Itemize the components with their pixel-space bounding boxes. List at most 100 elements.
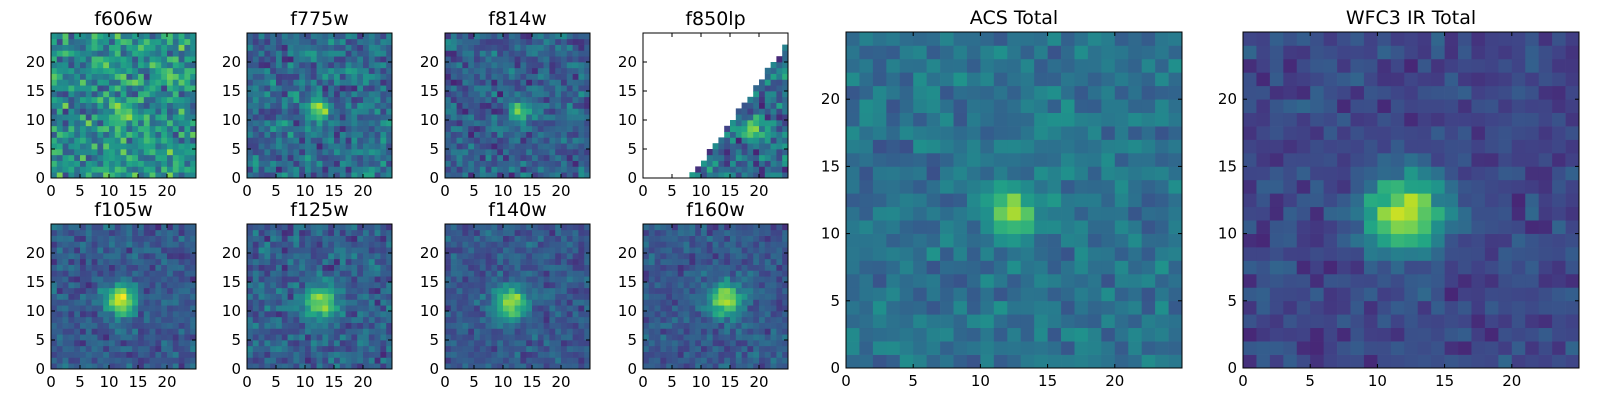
pixel (468, 33, 475, 40)
pixel (155, 235, 162, 242)
pixel (508, 108, 515, 115)
pixel (114, 137, 121, 144)
pixel (339, 108, 346, 115)
pixel (683, 258, 690, 265)
pixel (172, 363, 179, 370)
pixel (643, 282, 650, 289)
pixel (80, 79, 87, 86)
pixel (532, 334, 539, 341)
pixel (339, 102, 346, 109)
pixel (357, 62, 364, 69)
pixel (491, 102, 498, 109)
pixel (578, 85, 585, 92)
pixel (287, 229, 294, 236)
pixel (287, 270, 294, 277)
pixel (97, 131, 104, 138)
pixel (161, 62, 168, 69)
pixel (782, 276, 789, 283)
pixel (689, 311, 696, 318)
pixel (450, 351, 457, 358)
pixel (68, 125, 75, 132)
pixel (299, 276, 306, 283)
pixel (782, 311, 789, 318)
pixel (138, 224, 145, 231)
pixel (172, 143, 179, 150)
pixel (74, 154, 81, 161)
pixel (305, 38, 312, 45)
pixel (491, 56, 498, 63)
pixel (479, 172, 486, 179)
pixel (913, 354, 927, 369)
pixel (120, 363, 127, 370)
pixel (491, 96, 498, 103)
pixel (677, 276, 684, 283)
pixel (264, 102, 271, 109)
pixel (190, 247, 197, 254)
pixel (56, 143, 63, 150)
pixel (155, 125, 162, 132)
pixel (735, 322, 742, 329)
pixel (913, 287, 927, 302)
pixel (666, 340, 673, 347)
pixel (310, 56, 317, 63)
pixel (782, 85, 789, 92)
pixel (167, 67, 174, 74)
pixel (782, 334, 789, 341)
pixel (264, 50, 271, 57)
pixel (578, 79, 585, 86)
pixel (155, 322, 162, 329)
pixel (167, 44, 174, 51)
pixel (132, 345, 139, 352)
pixel (508, 334, 515, 341)
pixel (247, 247, 254, 254)
pixel (316, 50, 323, 57)
pixel (328, 96, 335, 103)
pixel (68, 120, 75, 127)
pixel (167, 73, 174, 80)
pixel (479, 108, 486, 115)
pixel (368, 96, 375, 103)
pixel (514, 38, 521, 45)
pixel (293, 357, 300, 364)
pixel (103, 56, 110, 63)
pixel (497, 102, 504, 109)
pixel (572, 73, 579, 80)
pixel (776, 287, 783, 294)
pixel (287, 96, 294, 103)
pixel (456, 229, 463, 236)
pixel (753, 143, 760, 150)
pixel (584, 299, 591, 306)
pixel (97, 322, 104, 329)
pixel (380, 363, 387, 370)
pixel (161, 363, 168, 370)
pixel (380, 229, 387, 236)
pixel (351, 62, 358, 69)
pixel (776, 73, 783, 80)
pixel (351, 125, 358, 132)
pixel (143, 131, 150, 138)
pixel (555, 38, 562, 45)
pixel (114, 44, 121, 51)
pixel (479, 322, 486, 329)
pixel (648, 241, 655, 248)
pixel (747, 340, 754, 347)
pixel (859, 287, 874, 302)
pixel (126, 154, 133, 161)
pixel (386, 85, 393, 92)
pixel (747, 345, 754, 352)
pixel (161, 108, 168, 115)
pixel (491, 363, 498, 370)
pixel (51, 143, 58, 150)
pixel (503, 253, 510, 260)
pixel (543, 299, 550, 306)
pixel (51, 44, 58, 51)
pixel (120, 276, 127, 283)
pixel (491, 241, 498, 248)
pixel (178, 293, 185, 300)
pixel (172, 33, 179, 40)
pixel (584, 270, 591, 277)
pixel (258, 131, 265, 138)
pixel (706, 160, 713, 167)
pixel (555, 114, 562, 121)
pixel (374, 305, 381, 312)
